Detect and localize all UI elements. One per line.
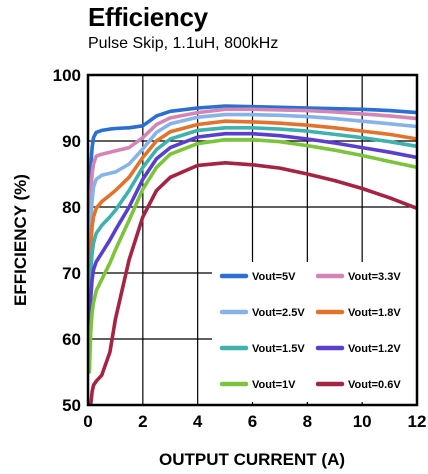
series-group [88, 104, 417, 405]
legend-background [212, 262, 416, 402]
series-line [88, 107, 417, 236]
series-line [88, 119, 417, 289]
x-tick-label: 12 [408, 412, 427, 431]
y-tick-label: 60 [62, 330, 81, 349]
x-tick-label: 2 [138, 412, 147, 431]
legend-label: Vout=1.5V [252, 343, 305, 355]
plot-frame [86, 73, 419, 407]
legend-label: Vout=1V [252, 379, 296, 391]
legend: Vout=5V Vout=3.3V Vout=2.5V Vout=1.8V Vout=1… [212, 262, 416, 402]
series-line [88, 112, 417, 262]
y-tick-label: 90 [62, 132, 81, 151]
x-tick-label: 8 [303, 412, 312, 431]
series-line [88, 137, 417, 374]
y-tick-labels: 50 60 70 80 90 100 [53, 66, 81, 415]
series-line [88, 161, 417, 405]
y-tick-label: 50 [62, 396, 81, 415]
x-tick-label: 6 [248, 412, 257, 431]
chart-subtitle: Pulse Skip, 1.1uH, 800kHz [88, 35, 279, 52]
legend-label: Vout=5V [252, 271, 296, 283]
legend-label: Vout=3.3V [348, 271, 401, 283]
legend-label: Vout=1.8V [348, 307, 401, 319]
legend-label: Vout=1.2V [348, 343, 401, 355]
series-line [88, 131, 417, 341]
x-tick-labels: 0 2 4 6 8 10 12 [83, 412, 426, 431]
chart-title: Efficiency [88, 2, 208, 32]
x-tick-label: 0 [83, 412, 92, 431]
y-tick-label: 70 [62, 264, 81, 283]
series-line [88, 126, 417, 315]
legend-label: Vout=2.5V [252, 307, 305, 319]
y-axis-label: EFFICIENCY (%) [11, 174, 30, 306]
legend-label: Vout=0.6V [348, 379, 401, 391]
x-tick-label: 4 [193, 412, 203, 431]
x-axis-label: OUTPUT CURRENT (A) [159, 450, 345, 469]
y-tick-label: 80 [62, 198, 81, 217]
series-line [88, 104, 417, 209]
x-tick-label: 10 [353, 412, 372, 431]
y-tick-label: 100 [53, 66, 81, 85]
